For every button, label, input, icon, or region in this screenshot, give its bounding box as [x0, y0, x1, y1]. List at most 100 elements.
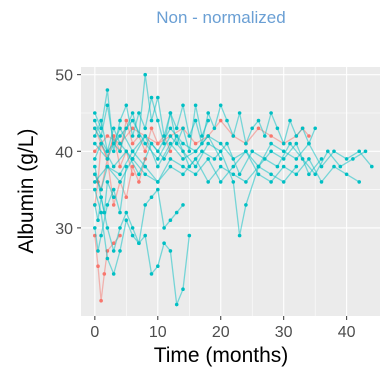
data-point: [181, 103, 185, 108]
data-point: [105, 88, 110, 92]
data-point: [156, 187, 160, 192]
data-point: [225, 141, 229, 146]
data-point: [281, 141, 286, 146]
data-point: [269, 172, 273, 177]
data-point: [118, 164, 122, 169]
data-point: [118, 134, 122, 138]
data-point: [269, 141, 273, 146]
data-point: [111, 149, 116, 154]
data-point: [130, 233, 135, 238]
data-point: [168, 249, 173, 253]
data-point: [237, 172, 242, 177]
data-point: [99, 210, 103, 215]
data-point: [275, 126, 280, 131]
data-point: [307, 134, 311, 138]
series-13: [93, 88, 318, 154]
data-point: [118, 210, 122, 215]
data-point: [162, 226, 166, 230]
data-point: [294, 164, 299, 169]
series-1: [93, 233, 122, 303]
data-point: [137, 241, 141, 245]
data-point: [351, 157, 355, 161]
data-point: [111, 126, 116, 131]
data-point: [156, 149, 160, 154]
data-point: [124, 103, 129, 108]
data-point: [181, 149, 185, 154]
data-point: [156, 264, 160, 269]
series-line: [94, 157, 297, 192]
data-point: [105, 226, 110, 230]
data-point: [143, 164, 147, 169]
data-point: [212, 157, 217, 161]
data-point: [357, 180, 362, 184]
data-point: [193, 164, 198, 169]
data-point: [149, 118, 154, 123]
data-point: [237, 111, 242, 115]
data-point: [300, 126, 305, 131]
data-point: [281, 180, 286, 184]
data-point: [168, 134, 173, 138]
data-point: [332, 164, 336, 169]
axes: 0 10 20 30 40 30 40 50: [55, 68, 355, 341]
data-point: [294, 134, 299, 138]
data-point: [156, 180, 160, 184]
data-point: [187, 233, 192, 238]
series-15: [93, 180, 116, 222]
data-point: [143, 141, 147, 146]
data-point: [319, 157, 324, 161]
data-point: [111, 195, 116, 199]
data-point: [294, 141, 299, 146]
series-line: [94, 181, 115, 221]
data-point: [206, 157, 210, 161]
data-point: [193, 172, 198, 177]
data-point: [218, 164, 223, 169]
series-17: [93, 149, 362, 184]
data-point: [111, 164, 116, 169]
data-point: [187, 149, 192, 154]
data-point: [143, 149, 147, 154]
data-point: [149, 95, 154, 100]
data-point: [118, 118, 122, 123]
data-point: [218, 141, 223, 146]
data-point: [168, 164, 173, 169]
data-point: [181, 126, 185, 131]
data-point: [93, 172, 97, 177]
data-point: [319, 180, 324, 184]
data-point: [93, 164, 97, 169]
data-point: [269, 180, 273, 184]
data-point: [143, 172, 147, 177]
data-point: [99, 298, 103, 303]
series-line: [94, 189, 190, 308]
chart-title: Non - normalized: [156, 8, 285, 27]
data-point: [93, 126, 97, 131]
data-point: [281, 157, 286, 161]
data-point: [256, 126, 261, 131]
data-point: [93, 180, 97, 184]
data-point: [181, 203, 185, 207]
data-point: [99, 118, 103, 123]
data-point: [181, 287, 185, 292]
x-tick-label: 30: [275, 324, 293, 341]
data-point: [118, 180, 122, 184]
data-point: [156, 141, 160, 146]
data-point: [181, 172, 185, 177]
data-point: [137, 111, 141, 115]
data-point: [105, 134, 110, 138]
data-point: [187, 134, 192, 138]
data-point: [137, 180, 141, 184]
data-point: [143, 72, 147, 77]
data-point: [118, 226, 122, 230]
data-point: [130, 157, 135, 161]
data-point: [137, 172, 141, 177]
data-point: [111, 249, 116, 253]
data-point: [263, 134, 267, 138]
series-line: [94, 89, 316, 152]
series-8: [93, 164, 185, 254]
data-point: [181, 164, 185, 169]
data-point: [244, 141, 248, 146]
data-point: [231, 164, 236, 169]
series-line: [94, 150, 360, 184]
data-point: [156, 164, 160, 169]
data-point: [231, 172, 236, 177]
